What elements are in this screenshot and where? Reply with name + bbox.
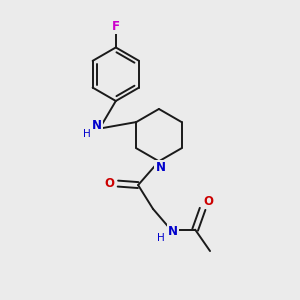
Text: H: H xyxy=(158,233,165,243)
Text: O: O xyxy=(204,195,214,208)
Text: N: N xyxy=(168,225,178,238)
Text: H: H xyxy=(83,129,91,139)
Text: N: N xyxy=(155,161,165,174)
Text: N: N xyxy=(92,119,102,132)
Text: O: O xyxy=(105,177,115,190)
Text: F: F xyxy=(112,20,120,33)
